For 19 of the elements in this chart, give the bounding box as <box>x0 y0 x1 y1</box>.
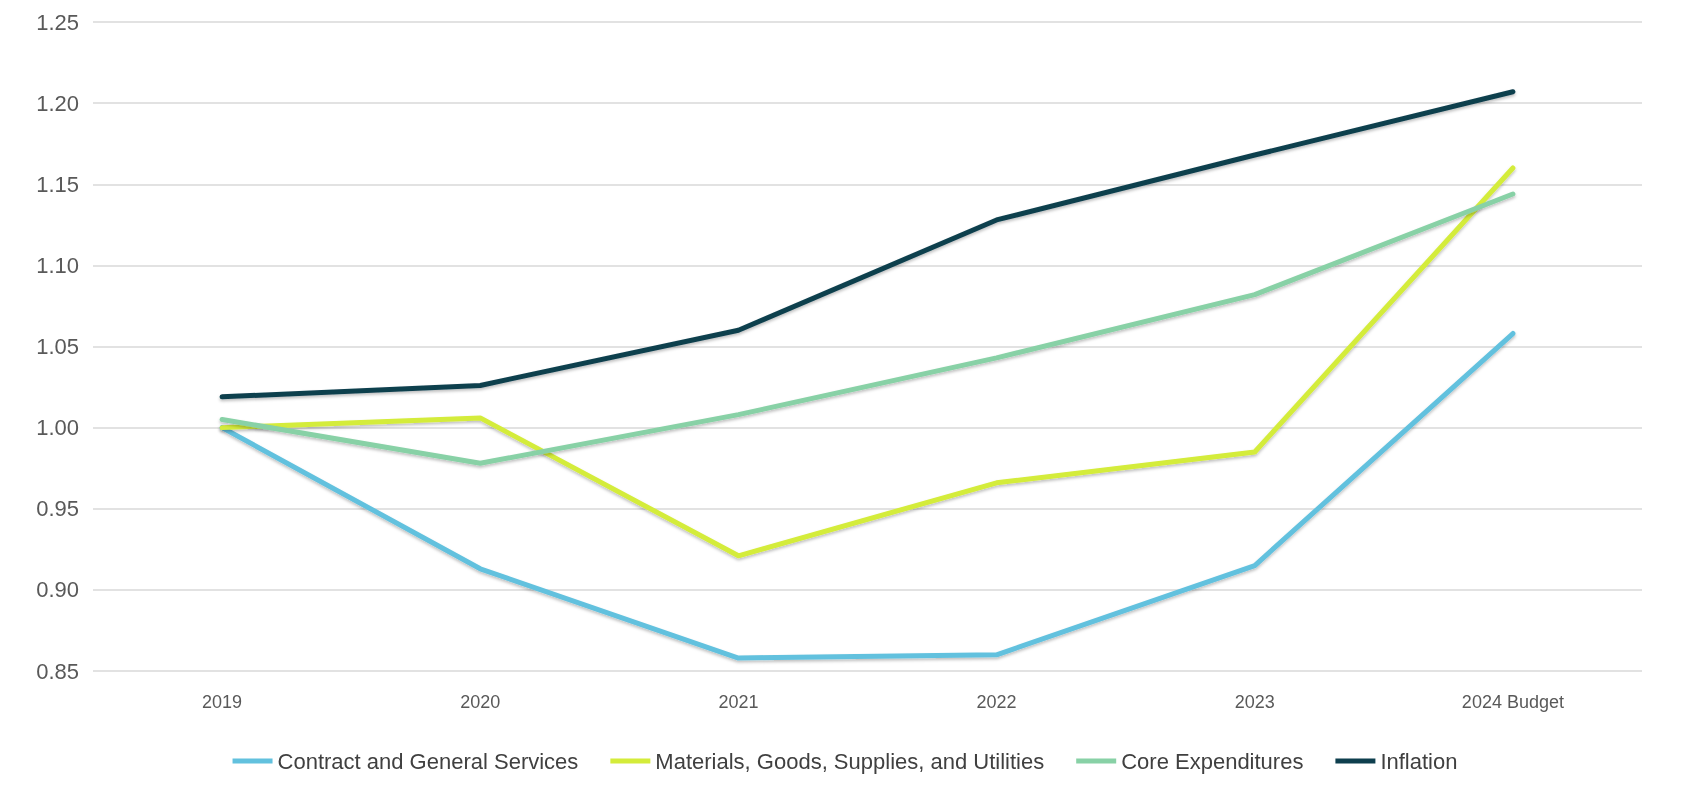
y-tick-label: 0.85 <box>36 658 79 684</box>
y-tick-label: 0.95 <box>36 496 79 522</box>
x-tick-label: 2022 <box>976 692 1017 712</box>
y-tick-label: 1.05 <box>36 334 79 359</box>
legend-label: Contract and General Services <box>277 748 579 774</box>
legend-label: Core Expenditures <box>1121 748 1304 774</box>
legend-label: Materials, Goods, Supplies, and Utilities <box>655 748 1045 774</box>
x-tick-label: 2021 <box>718 692 759 712</box>
x-tick-label: 2020 <box>460 692 501 712</box>
y-tick-label: 1.25 <box>36 9 79 35</box>
y-tick-label: 0.90 <box>36 577 79 603</box>
x-tick-label: 2023 <box>1234 692 1275 712</box>
y-tick-label: 1.00 <box>36 415 79 441</box>
y-tick-label: 1.15 <box>36 171 79 197</box>
x-tick-label: 2019 <box>202 692 243 712</box>
y-tick-label: 1.20 <box>36 90 79 116</box>
x-tick-label: 2024 Budget <box>1461 692 1564 712</box>
y-tick-label: 1.10 <box>36 252 79 278</box>
legend-label: Inflation <box>1380 748 1458 774</box>
